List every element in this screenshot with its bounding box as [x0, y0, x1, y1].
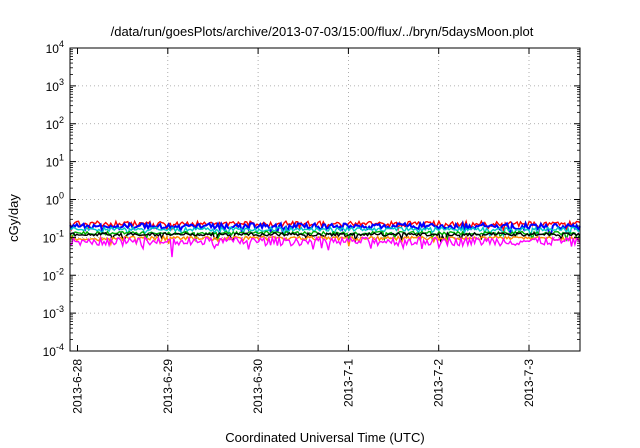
- series-line: [69, 234, 581, 258]
- series-line: [69, 219, 581, 236]
- y-tick-label: 10-1: [43, 228, 64, 245]
- x-tick-label: 2013-6-28: [71, 359, 85, 414]
- chart-title: /data/run/goesPlots/archive/2013-07-03/1…: [111, 24, 534, 39]
- series-line: [69, 234, 581, 247]
- series-group: [69, 219, 581, 258]
- y-tick-label: 10-3: [43, 304, 64, 321]
- y-tick-label: 10-4: [43, 342, 64, 359]
- series-line: [69, 225, 581, 239]
- y-tick-label: 10-2: [43, 266, 64, 283]
- x-axis-label: Coordinated Universal Time (UTC): [225, 430, 424, 445]
- y-tick-label: 100: [46, 191, 64, 208]
- y-axis: 10-4 10-3 10-2 10-1 100 101 102 103 104: [43, 39, 580, 359]
- series-line: [69, 230, 581, 244]
- y-tick-label: 103: [46, 77, 64, 94]
- x-tick-label: 2013-6-29: [161, 359, 175, 414]
- y-axis-label: cGy/day: [6, 194, 21, 242]
- y-tick-label: 102: [46, 115, 64, 132]
- x-axis: 2013-6-28 2013-6-29 2013-6-30 2013-7-1 2013-…: [71, 48, 536, 414]
- grid: [70, 48, 580, 351]
- y-tick-label: 101: [46, 153, 64, 170]
- y-tick-label: 104: [46, 39, 64, 56]
- x-tick-label: 2013-7-1: [341, 359, 355, 407]
- x-tick-label: 2013-6-30: [251, 359, 265, 414]
- x-tick-label: 2013-7-3: [522, 359, 536, 407]
- x-tick-label: 2013-7-2: [432, 359, 446, 407]
